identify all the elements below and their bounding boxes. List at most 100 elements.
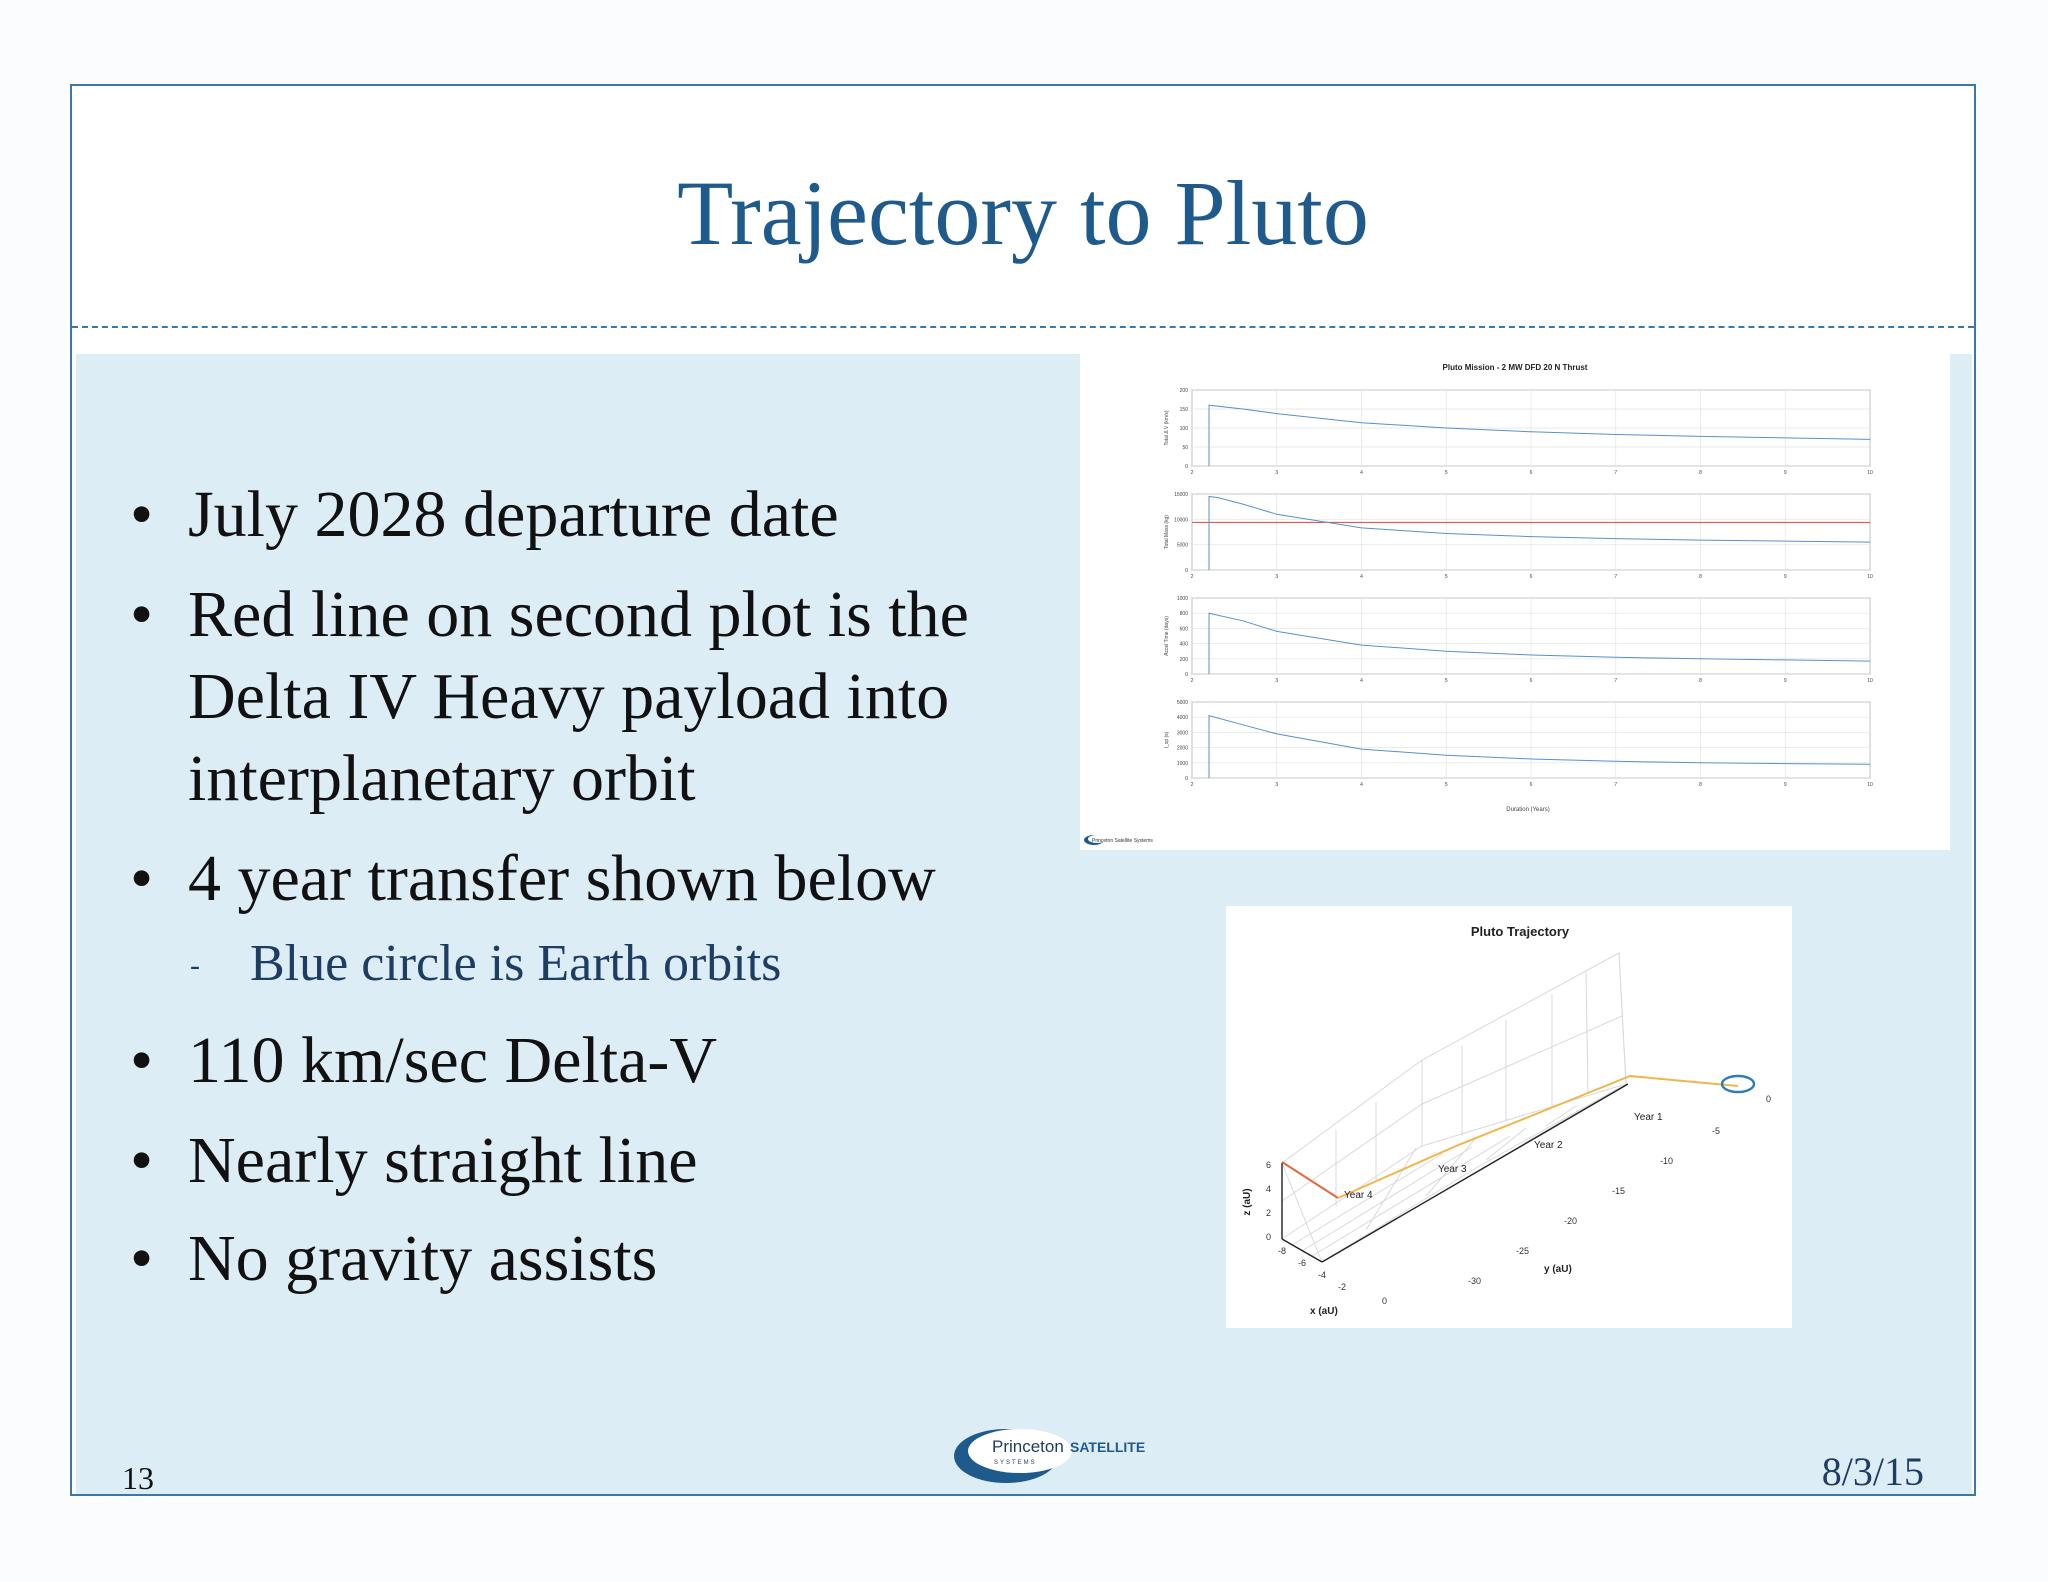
series-line (1208, 404, 1871, 466)
mission-chart-svg: Pluto Mission - 2 MW DFD 20 N Thrust 2 3 4… (1084, 363, 1873, 845)
x-tick: -8 (1278, 1246, 1286, 1256)
x-tick-label: 2 (1191, 574, 1194, 580)
x-tick-label: 4 (1360, 782, 1363, 788)
y-tick: -5 (1712, 1126, 1720, 1136)
x-tick-label: 10 (1867, 678, 1873, 684)
x-tick-label: 2 (1191, 470, 1194, 476)
y-tick-label: 200 (1180, 657, 1189, 663)
bullet-text-line: Delta IV Heavy payload into (188, 660, 950, 733)
y-tick-label: 200 (1180, 388, 1189, 394)
bullet-dot: • (130, 1124, 154, 1197)
title-area: Trajectory to Pluto (72, 86, 1974, 326)
sub-bullet-dash: - (190, 949, 200, 982)
logo-text-satellite: SATELLITE (1070, 1439, 1145, 1455)
x-tick-label: 2 (1191, 782, 1194, 788)
z-axis-label: z (aU) (1242, 1188, 1253, 1215)
x-tick-label: 7 (1614, 678, 1617, 684)
title-divider (72, 326, 1974, 328)
x-tick-label: 6 (1530, 470, 1533, 476)
z-tick: 0 (1266, 1232, 1271, 1242)
y-tick-label: 10000 (1174, 517, 1188, 523)
x-tick-label: 9 (1784, 678, 1787, 684)
y-tick-label: 50 (1182, 445, 1188, 451)
y-tick-label: 600 (1180, 626, 1189, 632)
x-tick-label: 5 (1445, 678, 1448, 684)
y-tick: -10 (1660, 1156, 1673, 1166)
series-line (1208, 495, 1871, 570)
z-tick: 6 (1266, 1160, 1271, 1170)
x-tick-label: 9 (1784, 782, 1787, 788)
panel-1: 2 3 4 5 6 7 8 9 10 200 150 100 50 0 Total Δ V (km/s) (1164, 388, 1873, 476)
x-tick-label: 10 (1867, 782, 1873, 788)
earth-orbit-circle (1720, 1074, 1756, 1094)
x-tick: -4 (1318, 1270, 1326, 1280)
x-tick-label: 10 (1867, 470, 1873, 476)
year-markers: Year 1 Year 2 Year 3 Year 4 (1344, 1112, 1663, 1201)
y-tick: -30 (1468, 1276, 1481, 1286)
y-tick-label: 1000 (1177, 761, 1188, 767)
x-tick-label: 10 (1867, 574, 1873, 580)
x-axis-label: Duration (Years) (1506, 807, 1549, 813)
bullet-text: No gravity assists (188, 1222, 658, 1295)
x-tick-label: 6 (1530, 574, 1533, 580)
bullet-dot: • (130, 478, 154, 551)
logo-text-princeton: Princeton (992, 1437, 1064, 1456)
x-tick-label: 7 (1614, 574, 1617, 580)
slide-content: • July 2028 departure date • Red line on… (76, 354, 1972, 1494)
x-tick-label: 2 (1191, 678, 1194, 684)
panel-2: 2 3 4 5 6 7 8 9 10 15000 10000 5000 0 Total Mass (kg) (1164, 492, 1873, 580)
slide: Trajectory to Pluto • July 2028 departur… (70, 84, 1976, 1496)
y-tick-label: 1000 (1177, 596, 1188, 602)
x-tick-label: 7 (1614, 782, 1617, 788)
x-tick-label: 5 (1445, 470, 1448, 476)
y-tick-label: 5000 (1177, 700, 1188, 706)
y-tick-label: 2000 (1177, 746, 1188, 752)
series-line (1208, 715, 1871, 778)
x-ticks: -8 -6 -4 -2 0 (1278, 1246, 1387, 1306)
bullet-text-line: interplanetary orbit (188, 742, 696, 815)
x-tick-label: 5 (1445, 574, 1448, 580)
y-tick: -15 (1612, 1186, 1625, 1196)
y-tick-label: 0 (1185, 464, 1188, 470)
y-axis-label: Total Mass (kg) (1164, 515, 1170, 549)
y-tick-label: 800 (1180, 611, 1189, 617)
x-tick-label: 4 (1360, 470, 1363, 476)
y-tick-label: 150 (1180, 407, 1189, 413)
y-ticks: 0 -5 -10 -15 -20 -25 -30 (1468, 1094, 1771, 1286)
y-tick-label: 400 (1180, 642, 1189, 648)
x-tick-label: 4 (1360, 678, 1363, 684)
x-tick-label: 3 (1275, 782, 1278, 788)
logo-text-systems: SYSTEMS (994, 1460, 1037, 1466)
panel-3: 2 3 4 5 6 7 8 9 10 1000 800 600 400 200 0 Accel Time (d… (1164, 596, 1873, 684)
y-tick-label: 15000 (1174, 492, 1188, 498)
z-tick: 4 (1266, 1184, 1271, 1194)
y-axis-label: y (aU) (1544, 1264, 1572, 1275)
chart-title: Pluto Trajectory (1471, 924, 1570, 939)
princeton-satellite-logo: Princeton SATELLITE SYSTEMS (952, 1426, 1182, 1486)
y-tick-label: 3000 (1177, 730, 1188, 736)
x-tick-label: 8 (1699, 678, 1702, 684)
y-tick: 0 (1766, 1094, 1771, 1104)
z-tick: 2 (1266, 1208, 1271, 1218)
page-number: 13 (122, 1460, 154, 1496)
bullet-text: Nearly straight line (188, 1124, 698, 1197)
x-tick-label: 8 (1699, 470, 1702, 476)
y-tick-label: 100 (1180, 426, 1189, 432)
panel-4: 2 3 4 5 6 7 8 9 10 5000 4000 3000 2000 1000 0 I_sp (s) (1164, 700, 1873, 788)
grid-3d (1281, 952, 1627, 1263)
bullet-dot: • (130, 842, 154, 915)
y-axis-label: Accel Time (days) (1164, 616, 1170, 656)
y-tick-label: 0 (1185, 776, 1188, 782)
logo-mark: Princeton SATELLITE SYSTEMS (954, 1429, 1145, 1483)
trajectory-chart: Pluto Trajectory (1226, 906, 1792, 1328)
transfer-line (1337, 1074, 1739, 1199)
slide-title: Trajectory to Pluto (677, 162, 1369, 264)
x-tick: -6 (1298, 1258, 1306, 1268)
x-tick-label: 3 (1275, 574, 1278, 580)
trajectory-chart-svg: Pluto Trajectory (1242, 924, 1771, 1317)
chart-footer-logo: Princeton Satellite Systems (1084, 835, 1153, 845)
bullet-text: 4 year transfer shown below (188, 842, 936, 915)
y-tick-label: 0 (1185, 568, 1188, 574)
x-tick-label: 6 (1530, 782, 1533, 788)
x-tick-label: 6 (1530, 678, 1533, 684)
